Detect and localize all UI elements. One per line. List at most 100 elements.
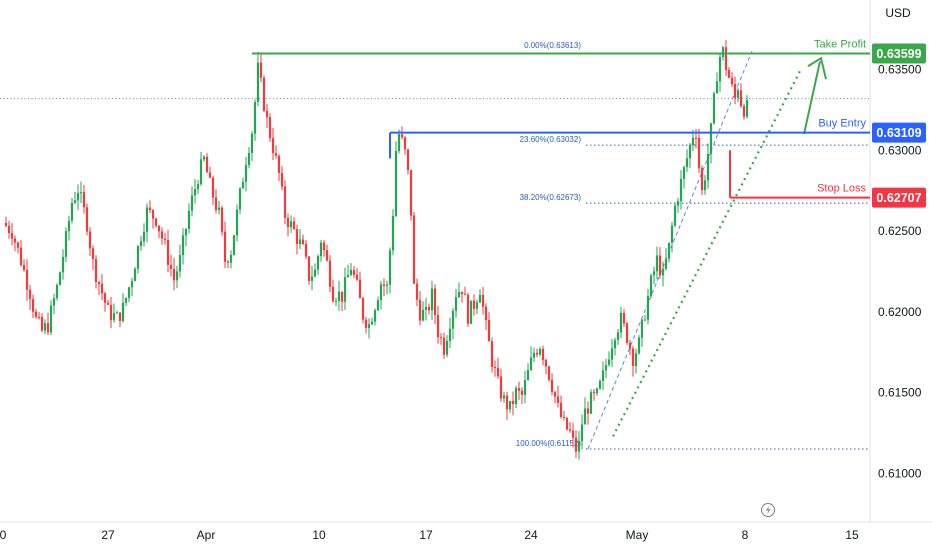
projection-arrowhead[interactable] [807,56,827,80]
price-badge [872,187,926,208]
candle-body [352,270,356,275]
trend-lines[interactable] [612,56,827,437]
candle-body [160,231,164,239]
candle-body [67,220,71,232]
candle-body [664,258,668,269]
candle-body [634,353,638,366]
candle-body [712,93,716,124]
candle-body [403,137,407,150]
candle-body [727,69,731,78]
fib-trend-line[interactable] [587,51,753,450]
candle-body [649,275,653,296]
candle-body [313,269,317,277]
candle-body [64,231,68,257]
trade-levels[interactable]: Take Profit Buy Entry Stop Loss [252,38,870,199]
support-trend-line[interactable] [612,70,801,437]
candle-body [280,173,284,187]
candle-body [733,84,737,98]
price-badge [872,122,926,143]
candle-body [499,376,503,399]
candle-body [118,312,122,321]
candle-body [259,62,263,78]
fibonacci-retracement[interactable]: 0.00%(0.63613) 23.60%(0.63032) 38.20%(0.62… [0,41,870,450]
candle-body [730,77,734,85]
candle-body [52,298,56,306]
candle-body [544,359,548,367]
candle-body [43,323,47,331]
candle-body [367,324,371,328]
candle-body [721,47,725,58]
candle-body [532,352,536,358]
candle-body [655,255,659,272]
candle-body [244,165,248,182]
candle-body [388,250,392,285]
candle-body [265,110,269,118]
candle-body [106,302,110,305]
candles [4,40,749,460]
price-tick-label: 0.62000 [878,305,922,319]
price-tick-label: 0.61500 [878,386,922,400]
candle-body [478,294,482,303]
candle-body [382,284,386,286]
candle-body [715,81,719,94]
candle-body [646,295,650,320]
candle-body [274,153,278,156]
candle-body [595,388,599,394]
candle-body [340,291,344,302]
candle-body [529,357,533,371]
candle-body [592,392,596,394]
price-axis-panel[interactable] [870,0,932,550]
candle-body [550,379,554,392]
candle-body [385,284,389,286]
candle-body [91,248,95,260]
candle-body [370,321,374,325]
candle-body [424,306,428,310]
candle-body [670,225,674,243]
lightning-icon[interactable] [761,503,775,517]
candle-body [163,238,167,241]
candle-body [238,188,242,210]
candle-body [511,400,515,405]
candle-body [16,242,20,248]
candle-body [79,192,83,194]
candle-body [100,283,104,294]
candle-body [10,232,14,239]
candle-body [208,172,212,178]
candle-body [70,202,74,221]
candle-body [136,246,140,269]
candle-body [418,299,422,321]
candle-body [640,319,644,338]
candle-body [199,159,203,185]
candle-body [121,302,125,321]
price-tick-label: 0.63500 [878,62,922,76]
candle-body [460,291,464,295]
candle-body [337,291,341,301]
candle-body [703,180,707,191]
candle-body [25,269,29,290]
candle-body [463,294,467,296]
projection-arrow-shaft[interactable] [803,61,821,135]
candle-body [481,294,485,307]
candle-body [706,154,710,181]
candle-body [505,395,509,410]
candle-body [19,247,23,265]
candle-body [397,134,401,152]
candle-body [619,312,623,333]
candle-body [520,390,524,395]
candle-body [688,145,692,159]
candle-body [124,298,128,303]
candle-body [637,337,641,354]
candle-body [334,300,338,302]
candle-body [526,370,530,381]
candle-body [322,242,326,251]
candle-body [736,90,740,98]
candle-body [436,315,440,338]
level-label: Stop Loss [817,183,866,195]
candle-body [439,337,443,339]
candle-body [319,242,323,257]
candle-body [430,288,434,311]
candle-body [457,291,461,298]
candle-body [277,155,281,174]
